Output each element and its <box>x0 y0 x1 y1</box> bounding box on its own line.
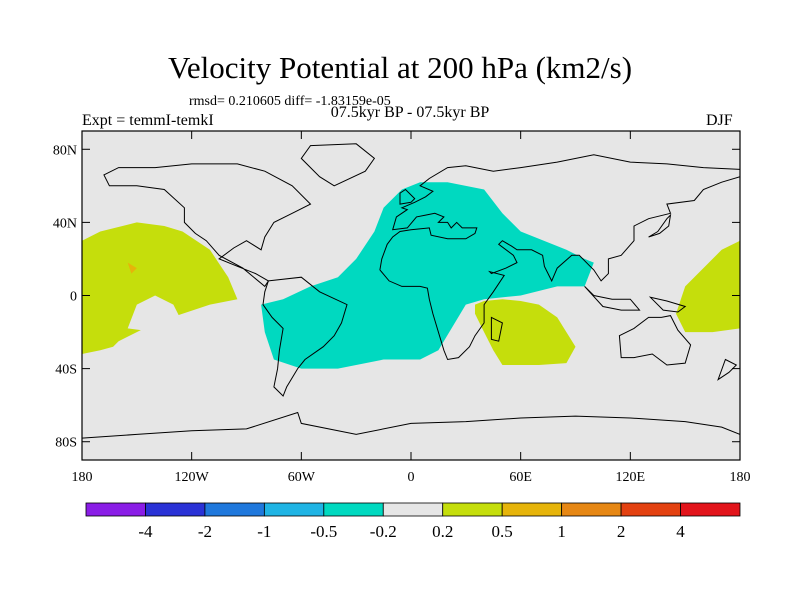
colorbar: -4 -2 -1 -0.5 -0.2 0.2 0.5 1 2 4 <box>85 502 741 541</box>
x-tick-label: 120E <box>616 470 646 485</box>
x-tick-label: 0 <box>408 470 415 485</box>
coast-new-zealand <box>717 358 738 381</box>
coast-japan <box>648 213 672 238</box>
colorbar-box <box>204 502 265 517</box>
chart-title: Velocity Potential at 200 hPa (km2/s) <box>167 50 633 85</box>
coast-uk <box>399 188 416 205</box>
coast-new-guinea <box>648 296 687 313</box>
x-tick-label: 120W <box>175 470 210 485</box>
colorbar-box <box>680 502 741 517</box>
y-tick-label: 80N <box>53 143 77 158</box>
region-negative-atlantic-eurasia <box>261 182 594 369</box>
colorbar-box <box>442 502 503 517</box>
region-positive-pacific-east <box>82 222 238 354</box>
colorbar-box <box>85 502 146 517</box>
colorbar-label: -0.2 <box>370 522 397 541</box>
colorbar-label: 1 <box>557 522 566 541</box>
stats-line: rmsd= 0.210605 diff= -1.83159e-05 <box>189 94 391 109</box>
colorbar-label: -4 <box>138 522 153 541</box>
x-tick-label: 180 <box>730 470 751 485</box>
colorbar-box <box>620 502 681 517</box>
colorbar-box <box>263 502 325 517</box>
coast-south-america <box>262 276 348 397</box>
small-orange-patch <box>127 262 137 274</box>
region-positive-pacific-west <box>676 240 740 333</box>
axis-ticks: 180 120W 60W 0 60E 120E 180 80N 40N 0 40S 80S <box>53 131 751 485</box>
colorbar-label: -0.5 <box>310 522 337 541</box>
colorbar-box <box>145 502 206 517</box>
coast-australia <box>618 315 692 366</box>
colorbar-label: 0.2 <box>432 522 453 541</box>
y-tick-label: 80S <box>55 436 77 451</box>
colorbar-label: 4 <box>676 522 685 541</box>
x-tick-label: 180 <box>72 470 93 485</box>
y-tick-label: 0 <box>70 290 77 305</box>
y-tick-label: 40N <box>53 216 77 231</box>
coast-antarctica <box>82 411 740 439</box>
x-tick-label: 60W <box>288 470 316 485</box>
period-label: 07.5kyr BP - 07.5kyr BP <box>330 104 490 121</box>
colorbar-label: 2 <box>617 522 626 541</box>
coast-eurasia-africa <box>379 154 740 361</box>
colorbar-label: -2 <box>198 522 212 541</box>
coast-greenland <box>300 143 376 187</box>
colorbar-box <box>561 502 622 517</box>
coast-indonesia <box>584 286 641 311</box>
colorbar-box <box>501 502 563 517</box>
experiment-label: Expt = temmI-temkI <box>82 112 214 129</box>
colorbar-label: 0.5 <box>492 522 513 541</box>
season-label: DJF <box>706 112 733 129</box>
colorbar-label: -1 <box>257 522 271 541</box>
contour-regions <box>82 182 740 369</box>
colorbar-box <box>323 502 384 517</box>
coastlines <box>82 143 740 439</box>
x-tick-label: 60E <box>509 470 532 485</box>
coast-north-america <box>103 163 312 288</box>
y-tick-label: 40S <box>55 363 77 378</box>
coast-madagascar <box>490 316 503 342</box>
colorbar-box <box>382 502 444 517</box>
inner-neutral-hole <box>127 295 183 333</box>
region-positive-indian-ocean <box>475 299 576 365</box>
